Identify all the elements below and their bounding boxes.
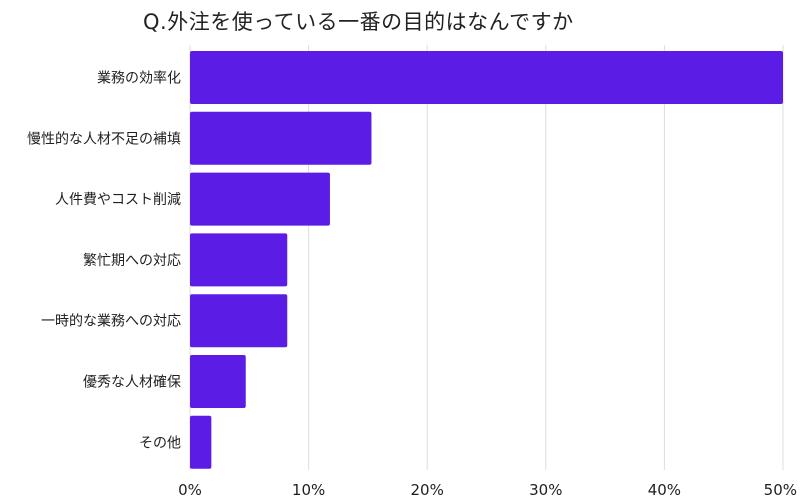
category-label: 慢性的な人材不足の補填 [27, 130, 181, 147]
x-tick-label: 40% [648, 481, 681, 499]
category-label: 業務の効率化 [97, 70, 181, 87]
bar [190, 51, 783, 104]
category-label: 優秀な人材確保 [83, 375, 181, 391]
category-labels: 業務の効率化慢性的な人材不足の補填人件費やコスト削減繁忙期への対応一時的な業務へ… [27, 70, 181, 452]
x-axis-tick-labels: 0% 10% 20% 30% 40% 50% [178, 481, 797, 499]
bar [190, 172, 330, 226]
category-label: 繁忙期への対応 [83, 253, 181, 269]
bar [190, 111, 372, 165]
x-tick-label: 0% [178, 481, 202, 499]
bar [190, 415, 212, 469]
bars [190, 51, 783, 469]
x-tick-label: 20% [411, 481, 444, 499]
chart-title: Q.外注を使っている一番の目的はなんですか [143, 10, 574, 34]
bar [190, 355, 246, 408]
category-label: その他 [139, 435, 181, 451]
x-tick-label: 10% [292, 481, 325, 499]
bar [190, 233, 288, 287]
category-label: 一時的な業務への対応 [41, 314, 181, 330]
bar [190, 294, 288, 348]
category-label: 人件費やコスト削減 [55, 191, 181, 208]
x-tick-label: 30% [529, 481, 562, 499]
x-tick-label: 50% [764, 481, 797, 499]
